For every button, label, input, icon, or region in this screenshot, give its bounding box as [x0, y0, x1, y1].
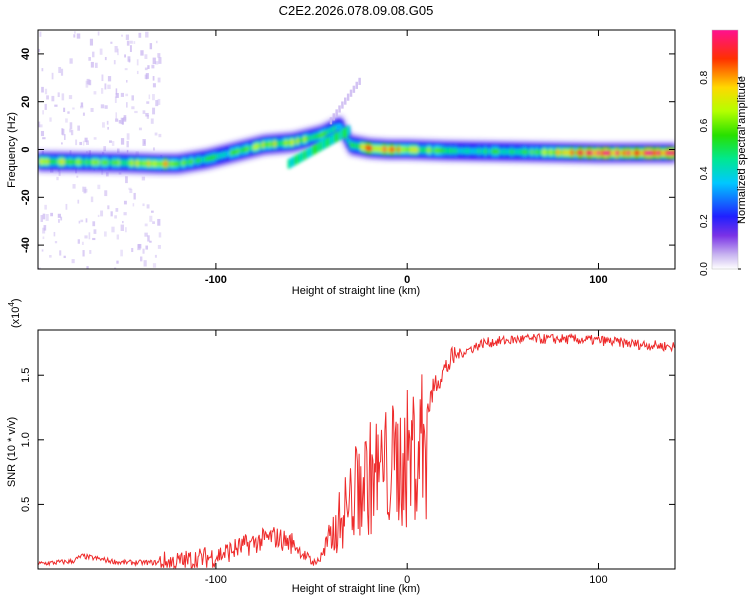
snr-scale-note: (x104) — [7, 298, 22, 328]
spectrogram-area — [38, 31, 675, 269]
snr-y-tick-label: 0.5 — [20, 497, 32, 512]
snr-scale-exp: 4 — [7, 302, 16, 307]
snr-x-tick-label: 0 — [404, 574, 410, 586]
spectrogram-axes: -100 0 100 -40 -20 0 20 40 — [20, 30, 675, 286]
spectrogram-y-tick-label: -40 — [20, 237, 32, 253]
colorbar-tick-label: 0.2 — [699, 214, 710, 228]
colorbar: 0.0 0.2 0.4 0.6 0.8 Normalized spectral ampl… — [699, 29, 748, 276]
snr-axes: -100 0 100 0.5 1.0 1.5 — [20, 330, 675, 586]
spectrogram-y-tick-label: 0 — [20, 146, 32, 152]
spectrogram-y-tick-label: 20 — [20, 96, 32, 108]
svg-text:(x104): (x104) — [7, 298, 22, 328]
snr-scale-text: (x10 — [10, 307, 22, 328]
spectrogram-y-tick-label: -20 — [20, 189, 32, 205]
colorbar-gradient — [712, 30, 738, 269]
snr-x-tick-label: 100 — [589, 574, 607, 586]
spectrogram-x-tick-label: 100 — [589, 274, 607, 286]
snr-series-line — [38, 333, 675, 569]
colorbar-label: Normalized spectral amplitude — [736, 76, 748, 224]
colorbar-tick-label: 0.6 — [699, 118, 710, 132]
chart-title: C2E2.2026.078.09.08.G05 — [279, 3, 434, 18]
snr-x-label: Height of straight line (km) — [292, 583, 420, 595]
spectrogram-y-label: Frequency (Hz) — [6, 112, 18, 188]
colorbar-tick-label: 0.4 — [699, 166, 710, 180]
colorbar-tick-label: 0.8 — [699, 70, 710, 84]
spectrogram-panel: -100 0 100 -40 -20 0 20 40 Height of straight l… — [6, 29, 676, 297]
snr-y-tick-label: 1.0 — [20, 432, 32, 447]
snr-y-label: SNR (10 * v/v) — [6, 417, 18, 487]
colorbar-tick-label: 0.0 — [699, 262, 710, 276]
spectrogram-y-tick-label: 40 — [20, 48, 32, 60]
spectrogram-x-label: Height of straight line (km) — [292, 285, 420, 297]
snr-panel: -100 0 100 0.5 1.0 1.5 Height of straight lin… — [6, 298, 676, 595]
colorbar-ticks: 0.0 0.2 0.4 0.6 0.8 — [699, 70, 741, 276]
spectrogram-x-tick-label: 0 — [404, 274, 410, 286]
snr-y-tick-label: 1.5 — [20, 368, 32, 383]
snr-frame — [37, 329, 676, 570]
snr-x-tick-label: -100 — [205, 574, 227, 586]
spectrogram-x-tick-label: -100 — [205, 274, 227, 286]
